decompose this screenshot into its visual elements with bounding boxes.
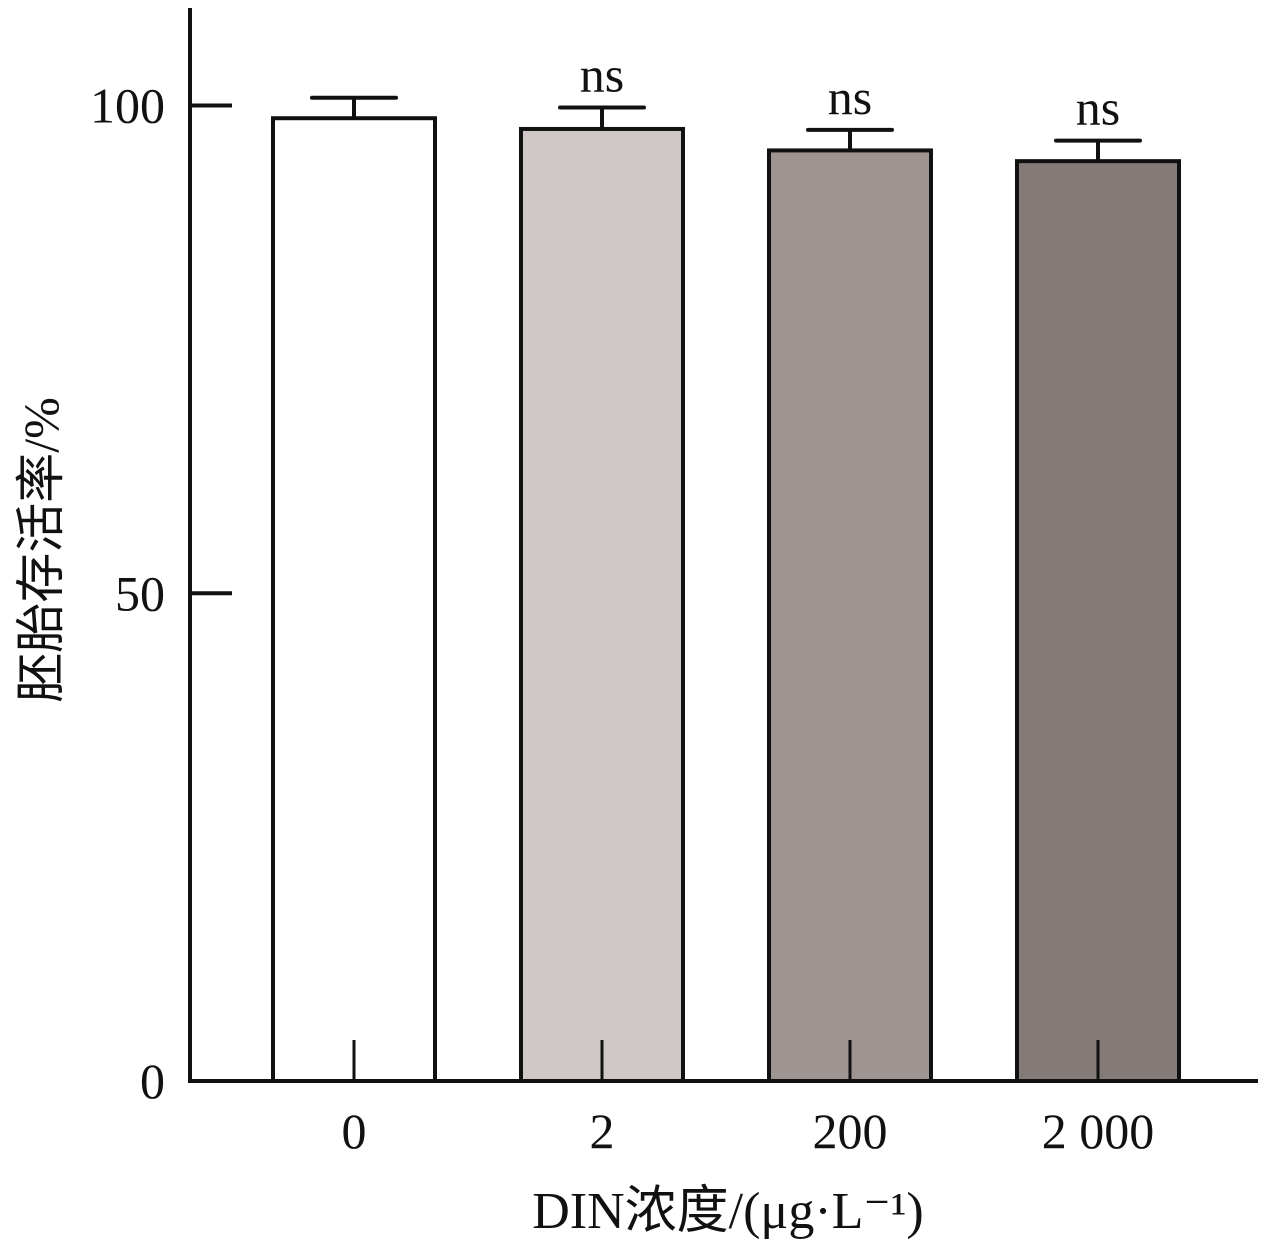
y-axis-label: 胚胎存活率/% bbox=[13, 397, 69, 703]
significance-label: ns bbox=[580, 46, 624, 102]
y-tick-label: 100 bbox=[90, 78, 165, 134]
x-tick-label: 200 bbox=[813, 1103, 888, 1159]
bar bbox=[519, 126, 685, 1083]
y-tick-label: 50 bbox=[115, 565, 165, 621]
significance-label: ns bbox=[828, 69, 872, 125]
significance-label: ns bbox=[1076, 80, 1120, 136]
y-tick-label: 0 bbox=[140, 1053, 165, 1109]
x-axis-label: DIN浓度/(μg·L⁻¹) bbox=[532, 1183, 924, 1240]
bar bbox=[767, 148, 933, 1083]
x-tick-label: 2 bbox=[590, 1103, 615, 1159]
x-tick-label: 0 bbox=[342, 1103, 367, 1159]
x-tick-label: 2 000 bbox=[1042, 1103, 1155, 1159]
bar bbox=[271, 116, 437, 1083]
bar bbox=[1015, 159, 1181, 1083]
